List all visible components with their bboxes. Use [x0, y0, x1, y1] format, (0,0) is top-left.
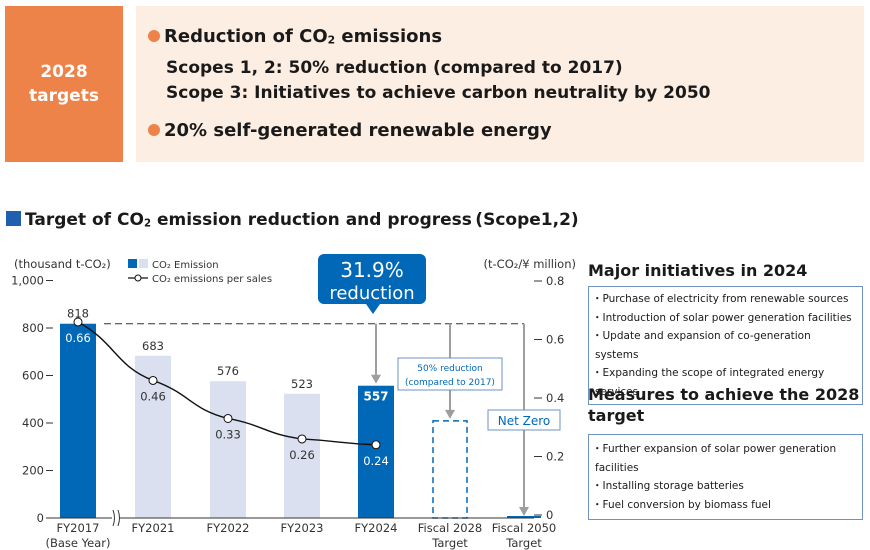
measure-item: Installing storage batteries [595, 477, 856, 496]
target-item-renewable: 20% self-generated renewable energy [148, 120, 552, 141]
y-tick-label-left: 1,000 [11, 274, 44, 288]
target-2028-line2: (compared to 2017) [405, 378, 495, 388]
line-value-label: 0.33 [215, 427, 241, 441]
bullet-icon [148, 30, 160, 42]
measure-item: Further expansion of solar power generat… [595, 440, 856, 477]
target-scope3: Scope 3: Initiatives to achieve carbon n… [166, 83, 711, 103]
initiative-item: Expanding the scope of integrated energy… [595, 364, 856, 401]
line-value-label: 0.26 [289, 448, 315, 462]
measures-heading: Measures to achieve the 2028 target [588, 385, 860, 425]
line-point [73, 317, 83, 327]
initiative-item: Purchase of electricity from renewable s… [595, 290, 856, 309]
bullet-icon [148, 124, 160, 136]
net-zero-box [487, 409, 561, 431]
bar-fy2022 [210, 381, 246, 518]
y-tick-label-left: 0 [37, 511, 44, 525]
bar-value-label: 523 [291, 377, 313, 391]
bar-target-2028 [432, 420, 468, 519]
target-scope12: Scopes 1, 2: 50% reduction (compared to … [166, 58, 623, 78]
line-point [297, 434, 307, 444]
target-renewable-title: 20% self-generated renewable energy [164, 120, 552, 141]
section-title-rest: emission reduction and progress (Scope1,… [151, 210, 579, 230]
legend-swatch-light [139, 259, 148, 268]
bar-target-2050 [507, 516, 541, 518]
legend-line-marker [134, 274, 142, 282]
bar-value-label: 576 [217, 364, 239, 378]
section-title-text: Target of CO [25, 210, 144, 230]
target-co2-title-rest: emissions [335, 26, 443, 47]
initiative-item: Introduction of solar power generation f… [595, 309, 856, 328]
target-2028-line1: 50% reduction [417, 364, 483, 374]
y-tick-label-right: 0.2 [546, 450, 564, 464]
line-value-label: 0.46 [140, 389, 166, 403]
bar-fy2024 [358, 385, 394, 518]
net-zero-label: Net Zero [498, 414, 551, 428]
y-tick-label-left: 400 [22, 416, 44, 430]
x-tick-label: FY2017 [57, 521, 100, 535]
x-tick-sublabel: Target [431, 536, 468, 550]
arrow-2050-head [519, 507, 529, 516]
legend-bar-label: CO₂ Emission [152, 260, 219, 271]
legend-line-label: CO₂ emissions per sales [152, 274, 272, 285]
emission-chart: 0 200 400 600 800 1,000 (thousand t-CO₂) 0 0.2 0.… [11, 254, 576, 550]
targets-badge-year: 2028 [40, 62, 88, 82]
target-co2-title: Reduction of CO [164, 26, 328, 47]
arrow-2028-head [445, 409, 455, 419]
line-point [371, 440, 381, 450]
x-tick-label: FY2022 [207, 521, 250, 535]
y-axis-label-right: (t-CO₂/¥ million) [484, 257, 576, 271]
bar-fy2017 [60, 323, 96, 518]
subscript: 2 [327, 33, 336, 47]
y-tick-label-right: 0.8 [546, 274, 564, 288]
targets-badge: 2028 targets [5, 6, 123, 162]
subscript: 2 [143, 218, 152, 230]
initiative-item: Update and expansion of co-generation sy… [595, 327, 856, 364]
y-axis-label-left: (thousand t-CO₂) [14, 257, 111, 271]
y-tick-label-left: 600 [22, 369, 44, 383]
x-tick-label: Fiscal 2050 [492, 521, 556, 535]
bar-value-label: 818 [67, 307, 89, 321]
target-item-co2: Reduction of CO2 emissions [148, 26, 442, 47]
y-tick-label-right: 0.6 [546, 333, 564, 347]
x-tick-sublabel: (Base Year) [46, 536, 111, 550]
y-tick-label-left: 200 [22, 464, 44, 478]
bar-value-label: 683 [142, 339, 164, 353]
targets-badge-label: targets [29, 86, 99, 106]
section-title: Target of CO2 emission reduction and pro… [6, 210, 579, 230]
measures-list: Further expansion of solar power generat… [588, 434, 863, 520]
line-point [148, 375, 158, 385]
x-tick-sublabel: Target [505, 536, 542, 550]
targets-panel: Reduction of CO2 emissions Scopes 1, 2: … [136, 6, 864, 162]
bar-value-label: 557 [363, 390, 388, 404]
target-2028-box [397, 357, 503, 391]
square-icon [6, 211, 21, 226]
arrow-2024-head [371, 374, 381, 384]
line-value-label: 0.66 [65, 331, 91, 345]
callout-value: 31.9% [340, 258, 404, 282]
x-tick-label: FY2024 [355, 521, 398, 535]
x-tick-label: FY2021 [132, 521, 175, 535]
initiatives-list: Purchase of electricity from renewable s… [588, 286, 863, 405]
x-tick-label: FY2023 [281, 521, 324, 535]
x-tick-label: Fiscal 2028 [418, 521, 482, 535]
callout-text: reduction [329, 283, 414, 304]
axis-break-icon [112, 509, 120, 527]
y-tick-label-right: 0.4 [546, 391, 564, 405]
line-value-label: 0.24 [363, 454, 389, 468]
callout-bubble [318, 254, 426, 314]
bar-fy2023 [284, 393, 320, 518]
line-point [223, 413, 233, 423]
y-tick-label-right: 0 [546, 508, 553, 522]
measure-item: Fuel conversion by biomass fuel [595, 496, 856, 515]
legend-swatch-dark [128, 259, 137, 268]
y-tick-label-left: 800 [22, 321, 44, 335]
initiatives-heading: Major initiatives in 2024 [588, 261, 808, 280]
